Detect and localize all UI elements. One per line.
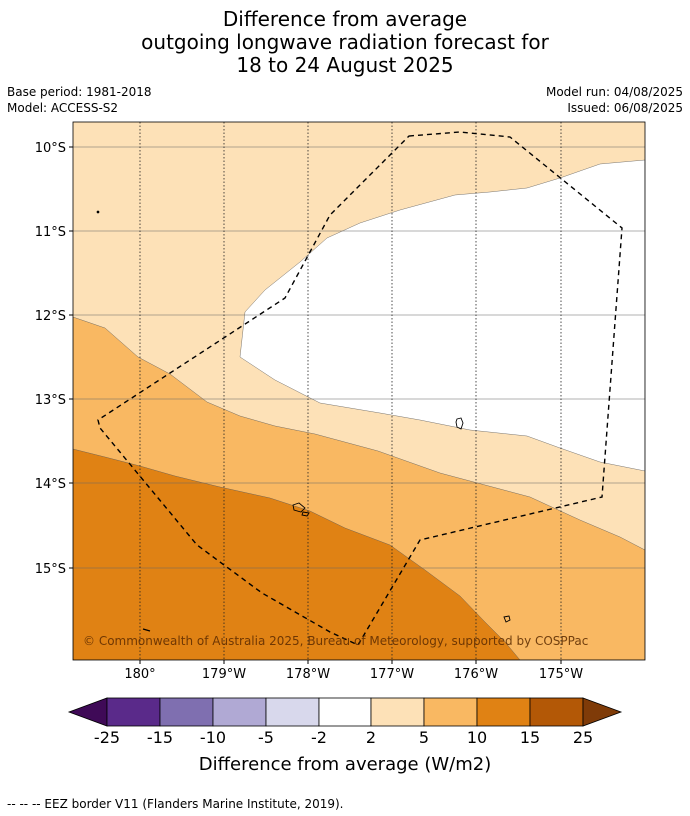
colorbar-title: Difference from average (W/m2)	[199, 754, 491, 775]
colorbar-label: 25	[573, 728, 593, 747]
lat-label-12s: 12°S	[35, 309, 66, 324]
colorbar-bin-5	[318, 697, 372, 727]
lat-label-15s: 15°S	[35, 562, 66, 577]
lon-label-179w: 179°W	[202, 667, 246, 682]
colorbar-min-extension	[67, 697, 108, 727]
lon-label-178w: 178°W	[286, 667, 330, 682]
eez-border	[97, 131, 623, 646]
map-title: Difference from average outgoing longwav…	[0, 8, 690, 77]
graticule	[73, 146, 645, 569]
colorbar-label: -5	[258, 728, 274, 747]
colorbar-bin-2	[159, 697, 214, 727]
colorbar-bin-9	[529, 697, 584, 727]
lon-label-176w: 176°W	[454, 667, 498, 682]
title-line-2: outgoing longwave radiation forecast for	[141, 30, 549, 54]
colorbar-label: 10	[467, 728, 487, 747]
colorbar-label: -2	[311, 728, 327, 747]
eez-legend: -- -- -- EEZ border V11 (Flanders Marine…	[7, 797, 344, 811]
colorbar-bin-7	[423, 697, 478, 727]
neutral-region	[239, 159, 645, 472]
issued-date: Issued: 06/08/2025	[567, 101, 683, 115]
meridians	[139, 122, 562, 660]
islands	[96, 210, 511, 632]
lon-label-177w: 177°W	[370, 667, 414, 682]
lat-labels: 10°S 11°S 12°S 13°S 14°S 15°S	[35, 141, 66, 577]
colorbar	[67, 697, 623, 727]
model-run: Model run: 04/08/2025	[545, 85, 683, 99]
colorbar-bin-8	[476, 697, 531, 727]
lon-label-175w: 175°W	[539, 667, 583, 682]
colorbar-label: -25	[94, 728, 120, 747]
lat-label-11s: 11°S	[35, 225, 66, 240]
colorbar-bin-6	[370, 697, 425, 727]
colorbar-bin-1	[106, 697, 161, 727]
colorbar-label: 5	[419, 728, 429, 747]
lat-ticks	[69, 146, 73, 569]
colorbar-label: -10	[200, 728, 226, 747]
map-frame	[72, 121, 646, 661]
title-line-3: 18 to 24 August 2025	[236, 53, 454, 77]
lon-label-180: 180°	[124, 667, 155, 682]
copyright-credit: © Commonwealth of Australia 2025, Bureau…	[83, 634, 588, 648]
lat-label-14s: 14°S	[35, 477, 66, 492]
colorbar-label: 2	[366, 728, 376, 747]
map-area: © Commonwealth of Australia 2025, Bureau…	[73, 122, 645, 660]
colorbar-max-extension	[582, 697, 623, 727]
meta-right: Model run: 04/08/2025 Issued: 06/08/2025	[546, 84, 683, 116]
lat-label-13s: 13°S	[35, 393, 66, 408]
title-line-1: Difference from average	[222, 7, 468, 31]
lon-labels: 180° 179°W 178°W 177°W 176°W 175°W	[124, 667, 583, 682]
colorbar-bin-4	[265, 697, 320, 727]
colorbar-labels: -25 -15 -10 -5 -2 2 5 10 15 25	[94, 728, 593, 747]
colorbar-bin-3	[212, 697, 267, 727]
model-name: Model: ACCESS-S2	[7, 101, 119, 115]
base-period: Base period: 1981-2018	[7, 85, 152, 99]
colorbar-label: -15	[147, 728, 173, 747]
lat-label-10s: 10°S	[35, 141, 66, 156]
band-10-15	[73, 448, 521, 660]
meta-left: Base period: 1981-2018 Model: ACCESS-S2	[7, 84, 152, 116]
colorbar-label: 15	[520, 728, 540, 747]
map-figure: © Commonwealth of Australia 2025, Bureau…	[35, 121, 646, 775]
lon-ticks	[139, 660, 562, 664]
